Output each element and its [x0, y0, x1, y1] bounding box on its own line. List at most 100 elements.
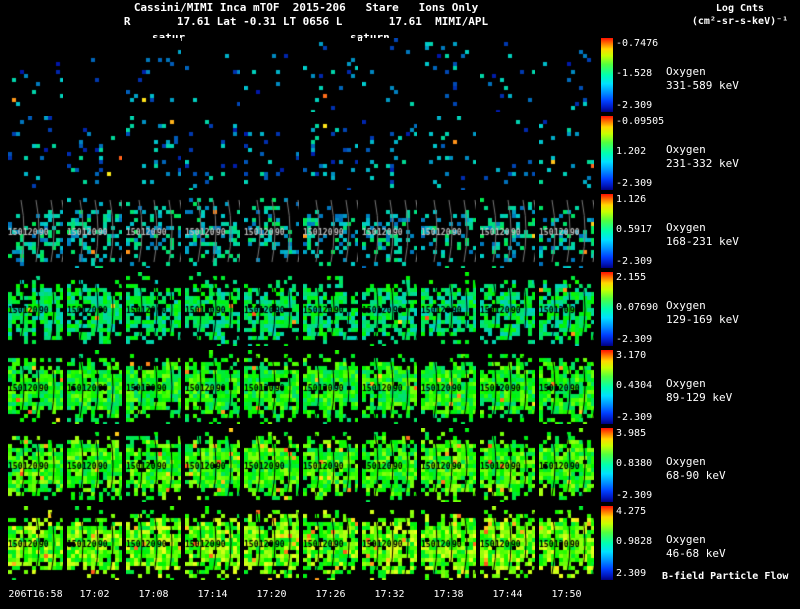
skymap-panel-r1c7 [362, 38, 417, 112]
skymap-panel-r2c9 [480, 116, 535, 190]
colorbar-min-label-row4: -2.309 [616, 334, 653, 345]
skymap-panel-r7c10 [539, 506, 594, 580]
energy-range: 89-129 keV [666, 391, 733, 404]
skymap-panel-r6c1 [8, 428, 63, 502]
colorbar-max-label-row2: -0.09505 [616, 116, 665, 127]
species-name: Oxygen [666, 533, 706, 546]
skymap-panel-r6c10 [539, 428, 594, 502]
skymap-panel-r4c9 [480, 272, 535, 346]
skymap-panel-r4c10 [539, 272, 594, 346]
skymap-panel-r6c9 [480, 428, 535, 502]
skymap-panel-r2c6 [303, 116, 358, 190]
time-label-2: 17:02 [79, 589, 110, 600]
colorbar-max-label-row5: 3.170 [616, 350, 647, 361]
energy-range: 231-332 keV [666, 157, 739, 170]
skymap-panel-r1c1 [8, 38, 63, 112]
colorbar-min-label-row7: 2.309 [616, 568, 647, 579]
skymap-panel-r4c8 [421, 272, 476, 346]
plot-subtitle: R 17.61 Lat -0.31 LT 0656 L 17.61 MIMI/A… [123, 15, 489, 28]
skymap-panel-r7c2 [67, 506, 122, 580]
colorbar-min-label-row1: -2.309 [616, 100, 653, 111]
skymap-panel-r6c7 [362, 428, 417, 502]
colorbar-max-label-row6: 3.985 [616, 428, 647, 439]
colorbar-max-label-row7: 4.275 [616, 506, 647, 517]
colorbar-min-label-row2: -2.309 [616, 178, 653, 189]
channel-label-row2: Oxygen 231-332 keV [666, 143, 739, 171]
skymap-panel-r5c8 [421, 350, 476, 424]
channel-label-row1: Oxygen 331-589 keV [666, 65, 739, 93]
time-label-4: 17:14 [197, 589, 228, 600]
skymap-panel-r4c6 [303, 272, 358, 346]
legend-units: (cm²-sr-s-keV)⁻¹ [691, 16, 789, 27]
time-label-8: 17:38 [433, 589, 464, 600]
skymap-panel-r7c1 [8, 506, 63, 580]
skymap-panel-r2c2 [67, 116, 122, 190]
skymap-panel-r1c10 [539, 38, 594, 112]
skymap-panel-r2c4 [185, 116, 240, 190]
skymap-panel-r2c5 [244, 116, 299, 190]
colorbar-row2 [601, 116, 613, 190]
skymap-panel-r3c10 [539, 194, 594, 268]
energy-range: 168-231 keV [666, 235, 739, 248]
skymap-panel-r3c3 [126, 194, 181, 268]
skymap-panel-r1c2 [67, 38, 122, 112]
skymap-panel-r5c1 [8, 350, 63, 424]
colorbar-min-label-row5: -2.309 [616, 412, 653, 423]
skymap-panel-r4c4 [185, 272, 240, 346]
time-label-10: 17:50 [551, 589, 582, 600]
time-label-9: 17:44 [492, 589, 523, 600]
skymap-panel-r3c2 [67, 194, 122, 268]
channel-label-row3: Oxygen 168-231 keV [666, 221, 739, 249]
skymap-panel-r5c5 [244, 350, 299, 424]
species-name: Oxygen [666, 143, 706, 156]
species-name: Oxygen [666, 221, 706, 234]
skymap-panel-r3c7 [362, 194, 417, 268]
channel-label-row6: Oxygen 68-90 keV [666, 455, 726, 483]
skymap-panel-r1c3 [126, 38, 181, 112]
skymap-panel-r7c9 [480, 506, 535, 580]
skymap-panel-r7c5 [244, 506, 299, 580]
skymap-panel-r5c3 [126, 350, 181, 424]
skymap-panel-r4c7 [362, 272, 417, 346]
skymap-panel-r1c4 [185, 38, 240, 112]
energy-range: 331-589 keV [666, 79, 739, 92]
skymap-panel-r6c5 [244, 428, 299, 502]
skymap-panel-r5c10 [539, 350, 594, 424]
energy-range: 46-68 keV [666, 547, 726, 560]
skymap-panel-r3c9 [480, 194, 535, 268]
skymap-panel-r7c4 [185, 506, 240, 580]
skymap-panel-r5c6 [303, 350, 358, 424]
colorbar-mid-label-row3: 0.5917 [616, 224, 653, 235]
skymap-panel-r6c8 [421, 428, 476, 502]
colorbar-row6 [601, 428, 613, 502]
time-label-5: 17:20 [256, 589, 287, 600]
skymap-panel-r2c3 [126, 116, 181, 190]
skymap-panel-r2c8 [421, 116, 476, 190]
time-label-6: 17:26 [315, 589, 346, 600]
plot-title: Cassini/MIMI Inca mTOF 2015-206 Stare Io… [133, 1, 479, 14]
skymap-panel-r3c4 [185, 194, 240, 268]
legend-title: Log Cnts [715, 3, 765, 14]
skymap-panel-r5c4 [185, 350, 240, 424]
skymap-panel-r4c1 [8, 272, 63, 346]
colorbar-max-label-row4: 2.155 [616, 272, 647, 283]
colorbar-mid-label-row2: 1.202 [616, 146, 647, 157]
colorbar-row5 [601, 350, 613, 424]
colorbar-row7 [601, 506, 613, 580]
skymap-panel-r4c3 [126, 272, 181, 346]
colorbar-mid-label-row7: 0.9828 [616, 536, 653, 547]
skymap-panel-r7c7 [362, 506, 417, 580]
time-label-3: 17:08 [138, 589, 169, 600]
colorbar-row3 [601, 194, 613, 268]
species-name: Oxygen [666, 65, 706, 78]
skymap-panel-r1c5 [244, 38, 299, 112]
energy-range: 129-169 keV [666, 313, 739, 326]
time-label-1: 206T16:58 [8, 589, 63, 600]
skymap-panel-r3c8 [421, 194, 476, 268]
skymap-panel-r4c5 [244, 272, 299, 346]
skymap-panel-r5c2 [67, 350, 122, 424]
skymap-panel-r7c8 [421, 506, 476, 580]
skymap-panel-r1c6 [303, 38, 358, 112]
skymap-panel-r5c7 [362, 350, 417, 424]
